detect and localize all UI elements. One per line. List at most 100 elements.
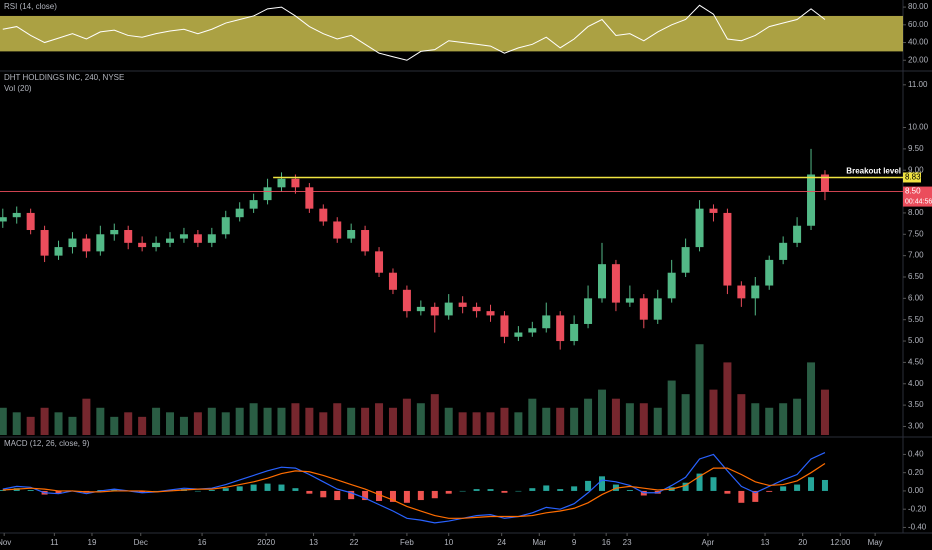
- breakout-price-label: 8.83: [905, 173, 921, 182]
- y-tick-label: 40.00: [908, 38, 929, 47]
- candle-body: [402, 289, 411, 312]
- candle-body: [12, 212, 21, 218]
- volume-bar: [514, 412, 523, 435]
- candle-body: [221, 217, 230, 235]
- y-tick-label: 10.00: [908, 123, 929, 132]
- volume-bar: [598, 389, 606, 435]
- candle-body: [681, 247, 690, 273]
- macd-histogram-bar: [306, 490, 313, 494]
- macd-histogram-bar: [348, 490, 355, 500]
- volume-bar: [347, 407, 356, 435]
- candle-body: [82, 238, 91, 252]
- volume-bar: [458, 412, 467, 435]
- candle-body: [570, 323, 579, 342]
- volume-bar: [68, 416, 77, 435]
- volume-bar: [737, 394, 746, 435]
- volume-bar: [625, 403, 634, 435]
- candle-body: [277, 178, 286, 188]
- volume-bar: [542, 407, 551, 435]
- signal-line: [2, 463, 826, 519]
- macd-histogram-bar: [334, 490, 341, 501]
- volume-bar: [235, 407, 244, 435]
- candle-body: [695, 208, 704, 248]
- volume-bar: [263, 407, 272, 435]
- volume-bar: [570, 407, 579, 435]
- macd-histogram-bar: [194, 490, 201, 492]
- candle-body: [444, 302, 453, 316]
- volume-bar: [40, 407, 49, 435]
- macd-histogram-bar: [724, 490, 731, 494]
- macd-histogram-bar: [111, 489, 118, 491]
- volume-bar: [500, 407, 509, 435]
- x-tick-label: 12:00: [830, 538, 851, 547]
- candle-body: [333, 221, 342, 239]
- macd-histogram-bar: [557, 489, 564, 491]
- y-tick-label: 0.00: [908, 486, 924, 495]
- volume-bar: [12, 412, 21, 435]
- breakout-label: Breakout level: [846, 167, 901, 176]
- x-tick-label: 2020: [257, 538, 275, 547]
- macd-histogram-bar: [292, 488, 299, 491]
- volume-bar: [402, 398, 411, 435]
- candle-body: [807, 174, 816, 226]
- candle-body: [751, 285, 760, 299]
- y-tick-label: -0.20: [908, 504, 927, 513]
- y-tick-label: 11.00: [908, 80, 928, 89]
- macd-histogram-bar: [459, 490, 466, 492]
- y-tick-label: 4.50: [908, 358, 924, 367]
- macd-histogram-bar: [738, 490, 745, 503]
- candle-body: [40, 230, 49, 256]
- volume-bar: [444, 407, 453, 435]
- volume-bar: [333, 403, 342, 435]
- macd-histogram-bar: [320, 490, 327, 498]
- macd-histogram-bar: [153, 490, 160, 492]
- macd-histogram-bar: [208, 490, 215, 491]
- candle-body: [54, 247, 63, 256]
- candle-body: [193, 234, 202, 243]
- breakout-price-box: [903, 172, 921, 183]
- volume-bar: [96, 407, 105, 435]
- candle-body: [793, 225, 802, 243]
- y-tick-label: 80.00: [908, 2, 929, 11]
- volume-bar: [361, 407, 370, 435]
- rsi-line: [2, 4, 826, 61]
- candle-body: [388, 272, 397, 290]
- rsi-band: [0, 15, 903, 52]
- macd-histogram-bar: [766, 490, 773, 492]
- candle-body: [709, 208, 718, 213]
- y-tick-label: 60.00: [908, 20, 929, 29]
- candle-body: [611, 264, 620, 303]
- x-tick-label: 24: [497, 538, 506, 547]
- y-tick-label: 0.40: [908, 450, 924, 459]
- macd-histogram-bar: [571, 486, 578, 491]
- macd-histogram-bar: [710, 477, 717, 491]
- candle-body: [249, 200, 258, 209]
- chart-title: MACD (12, 26, close, 9): [4, 439, 90, 448]
- candle-body: [416, 306, 425, 312]
- candle-body: [68, 238, 77, 248]
- countdown-label: 00:44:56: [905, 198, 932, 205]
- candle-body: [765, 259, 774, 286]
- volume-bar: [611, 398, 620, 435]
- candle-body: [486, 311, 495, 316]
- macd-histogram-bar: [417, 490, 424, 501]
- x-tick-label: 16: [602, 538, 611, 547]
- candle-body: [375, 251, 384, 273]
- chart-subtitle: Vol (20): [4, 84, 32, 93]
- x-tick-label: Feb: [400, 538, 414, 547]
- candle-body: [235, 208, 244, 218]
- volume-bar: [709, 389, 718, 435]
- macd-histogram-bar: [222, 488, 229, 491]
- candle-body: [263, 187, 272, 201]
- macd-histogram-bar: [794, 484, 801, 491]
- candle-body: [528, 328, 537, 333]
- volume-bar: [110, 416, 119, 435]
- y-tick-label: -0.40: [908, 523, 927, 532]
- macd-histogram-bar: [445, 490, 452, 494]
- candle-body: [96, 234, 105, 252]
- macd-histogram-bar: [585, 480, 592, 491]
- x-tick-label: Mar: [532, 538, 546, 547]
- volume-bar: [179, 416, 188, 435]
